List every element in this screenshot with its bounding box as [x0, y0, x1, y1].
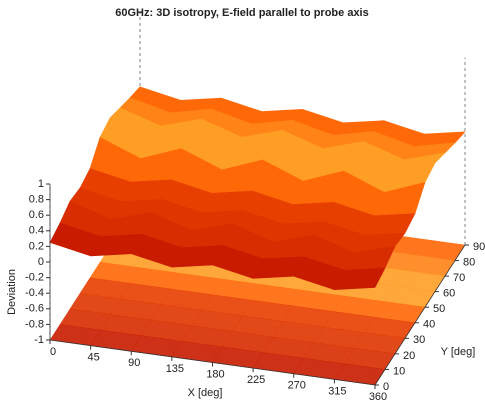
x-tick-label: 225: [247, 374, 265, 386]
z-tick-label: -0.8: [25, 318, 44, 330]
x-tick-label: 135: [166, 363, 184, 375]
z-tick-label: 0.2: [29, 240, 44, 252]
x-tick-label: 315: [328, 385, 346, 397]
y-tick-label: 30: [413, 334, 425, 346]
x-tick-label: 45: [88, 352, 100, 364]
y-tick-label: 50: [433, 303, 445, 315]
y-tick-label: 10: [393, 365, 405, 377]
y-axis-label: Y [deg]: [441, 346, 476, 358]
z-tick-label: 0.8: [29, 194, 44, 206]
axis-line: [374, 244, 466, 386]
z-tick-label: -0.6: [25, 303, 44, 315]
x-tick-label: 270: [288, 380, 306, 392]
x-tick-label: 0: [50, 346, 56, 358]
z-tick-label: -0.2: [25, 272, 44, 284]
y-tick-label: 70: [453, 272, 465, 284]
y-tick-label: 60: [443, 288, 455, 300]
x-tick-label: 90: [128, 357, 140, 369]
surface-cell: [333, 267, 386, 291]
chart-title: 60GHz: 3D isotropy, E-field parallel to …: [115, 7, 368, 19]
z-tick-label: -1: [34, 334, 44, 346]
z-tick-label: 0: [38, 256, 44, 268]
y-tick-label: 40: [423, 319, 435, 331]
z-axis-label: Deviation: [6, 269, 18, 315]
y-tick-label: 80: [463, 256, 475, 268]
y-tick-label: 20: [403, 350, 415, 362]
y-tick-label: 0: [383, 381, 389, 393]
x-tick-label: 360: [369, 391, 387, 403]
z-tick-label: 0.6: [29, 209, 44, 221]
x-tick-label: 180: [206, 368, 224, 380]
z-tick-label: -0.4: [25, 287, 44, 299]
x-axis-label: X [deg]: [188, 387, 223, 399]
z-tick-label: 0.4: [29, 225, 44, 237]
y-tick-label: 90: [473, 241, 485, 253]
z-tick-label: 1: [38, 178, 44, 190]
